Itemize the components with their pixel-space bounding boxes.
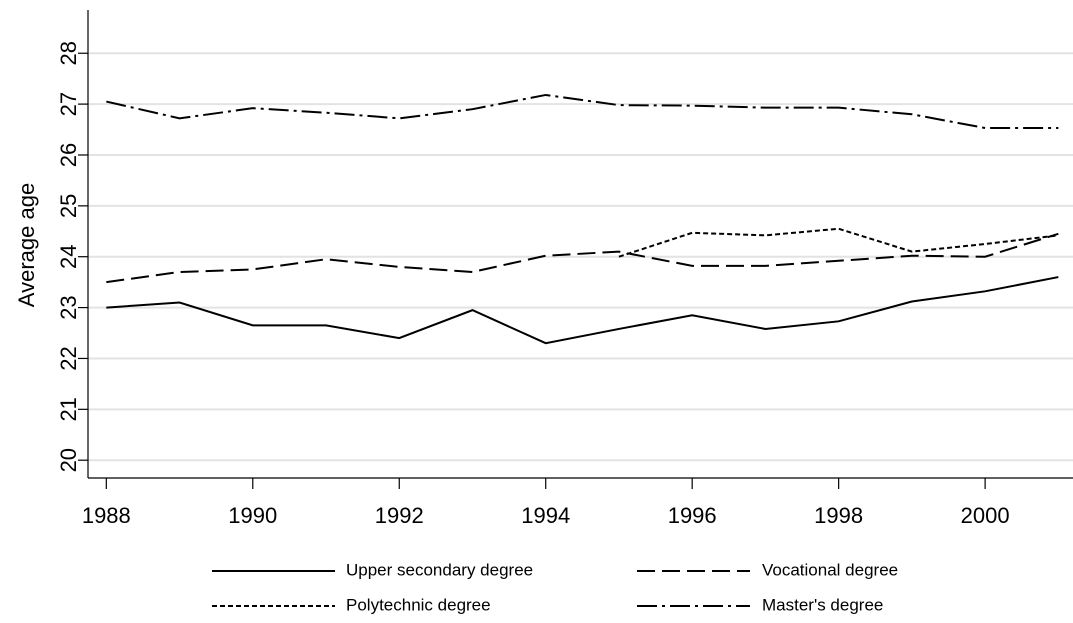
y-axis-label: Average age (14, 183, 39, 307)
series-line (106, 276, 1059, 345)
y-tick-label: 20 (56, 448, 81, 472)
legend-label: Master's degree (762, 595, 883, 614)
x-tick-label: 1990 (228, 503, 277, 528)
x-tick-label: 1996 (668, 503, 717, 528)
x-tick-label: 1994 (521, 503, 570, 528)
y-tick-label: 21 (56, 397, 81, 421)
legend-label: Upper secondary degree (346, 560, 533, 579)
y-tick-label: 28 (56, 41, 81, 65)
x-tick-label: 1992 (375, 503, 424, 528)
x-tick-label: 2000 (961, 503, 1010, 528)
y-tick-label: 22 (56, 346, 81, 370)
x-tick-label: 1998 (814, 503, 863, 528)
y-tick-label: 23 (56, 295, 81, 319)
y-tick-label: 25 (56, 194, 81, 218)
y-tick-label: 27 (56, 92, 81, 116)
series-line (106, 93, 1059, 130)
y-tick-label: 26 (56, 143, 81, 167)
series-line (106, 232, 1059, 284)
legend-label: Vocational degree (762, 560, 898, 579)
x-tick-label: 1988 (82, 503, 131, 528)
legend-label: Polytechnic degree (346, 595, 491, 614)
y-tick-label: 24 (56, 244, 81, 268)
